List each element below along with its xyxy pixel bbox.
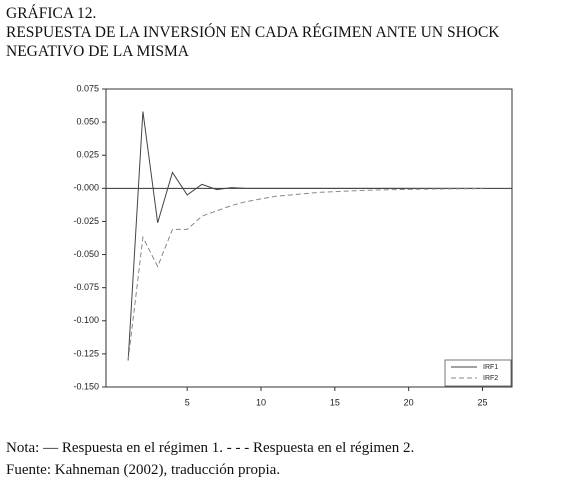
series-line bbox=[127, 111, 483, 361]
series-line bbox=[127, 188, 483, 361]
y-tick-label: -0.050 bbox=[73, 249, 99, 259]
legend-label: IRF2 bbox=[483, 375, 498, 382]
x-tick-label: 15 bbox=[330, 397, 340, 407]
y-tick-label: -0.025 bbox=[73, 216, 99, 226]
y-tick-label: 0.050 bbox=[76, 116, 99, 126]
legend-label: IRF1 bbox=[483, 364, 498, 371]
subtitle: RESPUESTA DE LA INVERSIÓN EN CADA RÉGIME… bbox=[6, 24, 500, 60]
source: Fuente: Kahneman (2002), traducción prop… bbox=[6, 462, 281, 478]
x-tick-label: 25 bbox=[477, 397, 487, 407]
x-tick-label: 20 bbox=[404, 397, 414, 407]
legend-box bbox=[444, 359, 512, 387]
y-tick-label: -0.075 bbox=[73, 282, 99, 292]
x-tick-label: 5 bbox=[185, 397, 190, 407]
note: Nota: — Respuesta en el régimen 1. - - -… bbox=[6, 440, 415, 456]
title: GRÁFICA 12. bbox=[6, 5, 97, 22]
y-tick-label: -0.100 bbox=[73, 315, 99, 325]
y-tick-label: -0.150 bbox=[73, 381, 99, 391]
plot-frame bbox=[105, 88, 513, 388]
x-tick-label: 10 bbox=[256, 397, 266, 407]
y-tick-label: -0.125 bbox=[73, 348, 99, 358]
y-tick-label: -0.000 bbox=[73, 183, 99, 193]
y-tick-label: 0.075 bbox=[76, 83, 99, 93]
y-tick-label: 0.025 bbox=[76, 150, 99, 160]
